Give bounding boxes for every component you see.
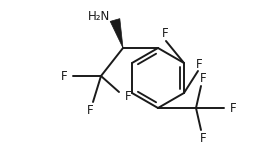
Text: F: F [87, 104, 93, 117]
Text: F: F [230, 102, 236, 115]
Text: F: F [200, 73, 206, 86]
Text: F: F [196, 58, 202, 71]
Polygon shape [110, 19, 123, 48]
Text: F: F [61, 69, 67, 82]
Text: F: F [162, 27, 168, 40]
Text: F: F [200, 131, 206, 144]
Text: F: F [125, 89, 131, 102]
Text: H₂N: H₂N [88, 9, 110, 22]
